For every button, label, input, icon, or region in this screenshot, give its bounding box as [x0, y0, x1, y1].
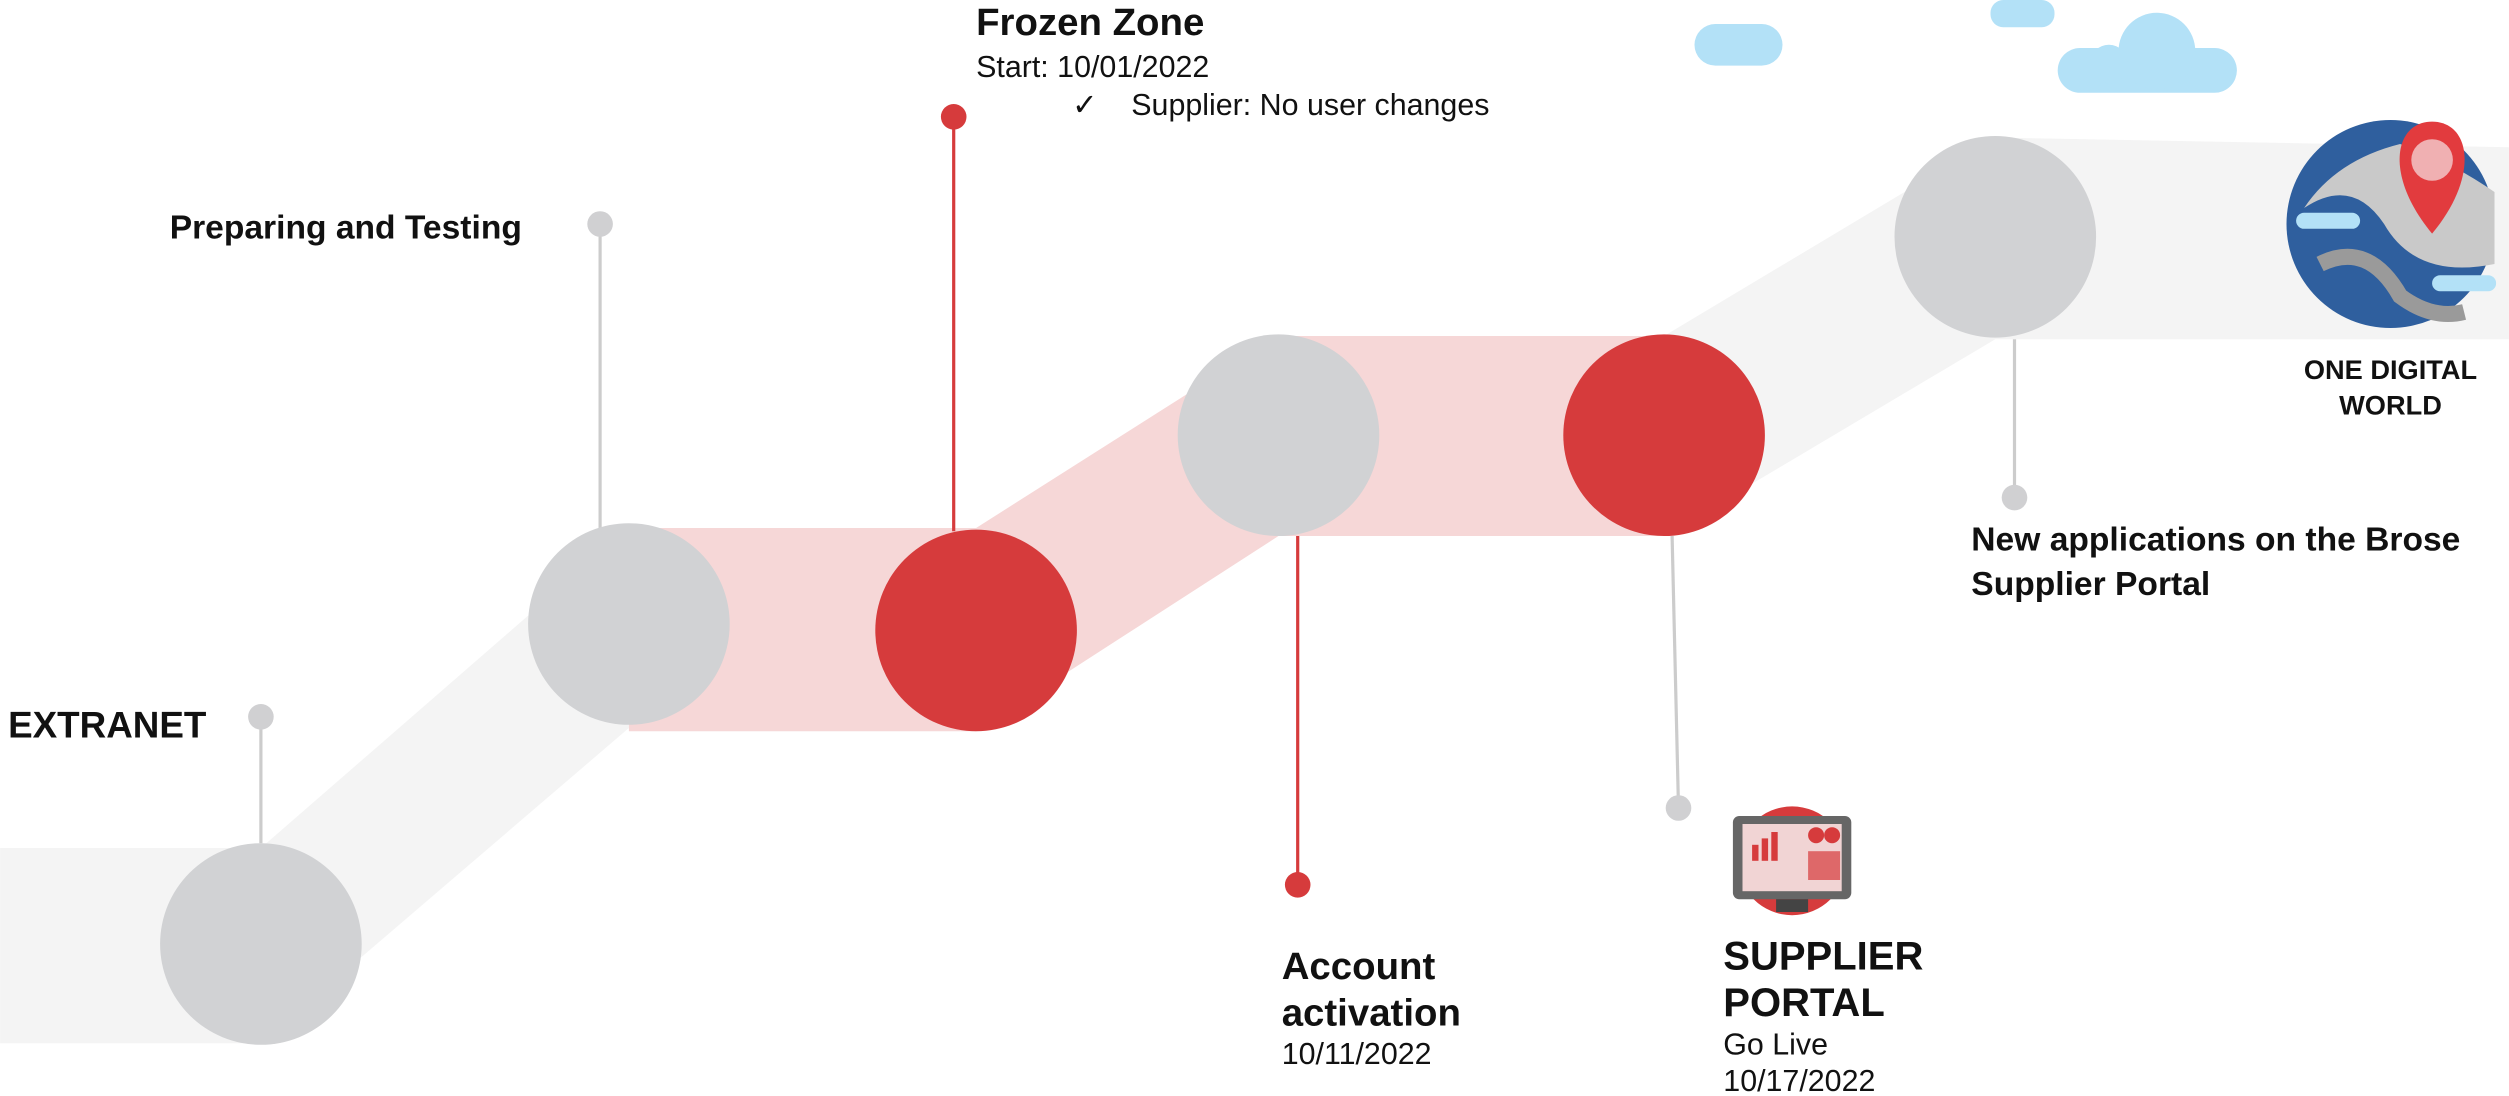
- goal-label: WORLD: [2339, 389, 2442, 420]
- milestone-date: 10/17/2022: [1723, 1064, 1875, 1096]
- milestone-title: New applications on the Brose: [1971, 521, 2460, 558]
- check-mark: ✓: [1072, 88, 1097, 122]
- page: EXTRANET Preparing and Testing Frozen Zone…: [0, 0, 2509, 1096]
- timeline-diagram: EXTRANET Preparing and Testing Frozen Zone…: [0, 0, 2509, 1096]
- globe-icon: [2287, 120, 2497, 328]
- milestone-title: activation: [1282, 992, 1461, 1035]
- milestone-title: SUPPLIER: [1723, 935, 1923, 979]
- milestone-title: Account: [1282, 945, 1436, 988]
- milestone-title: Preparing and Testing: [170, 209, 522, 246]
- clouds: [1695, 0, 2237, 93]
- milestone-title: Frozen Zone: [976, 1, 1204, 44]
- milestone-note: Supplier: No user changes: [1131, 88, 1489, 122]
- milestone-detail: Start: 10/01/2022: [976, 50, 1209, 84]
- portal-icon: [1733, 806, 1851, 915]
- milestone-title: PORTAL: [1723, 981, 1884, 1025]
- milestone-title: EXTRANET: [8, 705, 207, 746]
- milestone-detail: Go Live: [1723, 1027, 1828, 1061]
- milestone-date: 10/11/2022: [1282, 1037, 1432, 1071]
- milestone-title: Supplier Portal: [1971, 566, 2210, 603]
- goal-label: ONE DIGITAL: [2304, 354, 2477, 385]
